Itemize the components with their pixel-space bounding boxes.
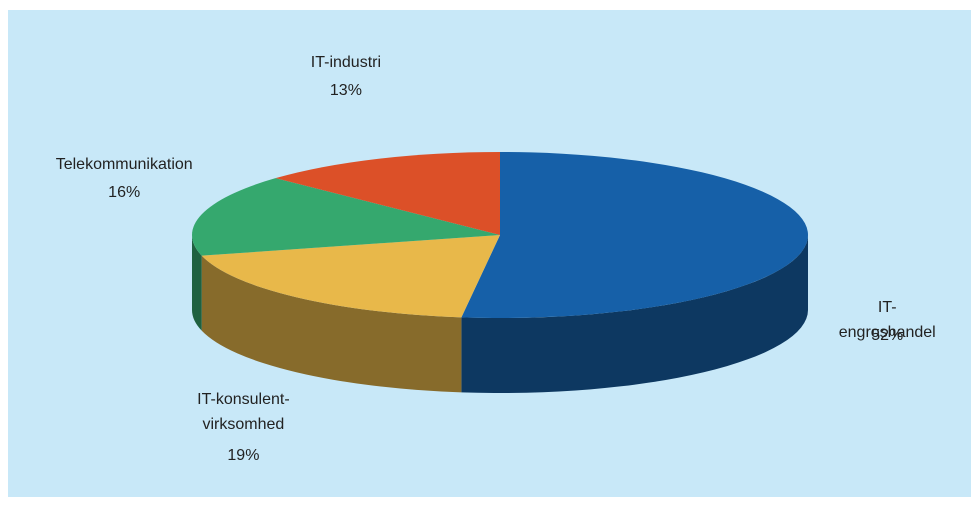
slice-label: IT-engroshandel [838,298,936,341]
slice [461,152,809,318]
slice [275,152,500,235]
slice-value-label: 19% [227,447,260,465]
slice-value-label: 16% [108,183,141,201]
slice-value-label: 13% [329,81,362,99]
slice-label: IT-konsulent- virksomhed [197,391,290,434]
slice-label: Telekommunikation [55,155,193,173]
slice-value-label: 52% [871,326,904,344]
slice-side [461,235,808,393]
slice [192,178,500,256]
slice-side [201,255,462,393]
slice-side [192,235,202,331]
slice [201,235,500,318]
slice-label: IT-industri [310,53,382,71]
